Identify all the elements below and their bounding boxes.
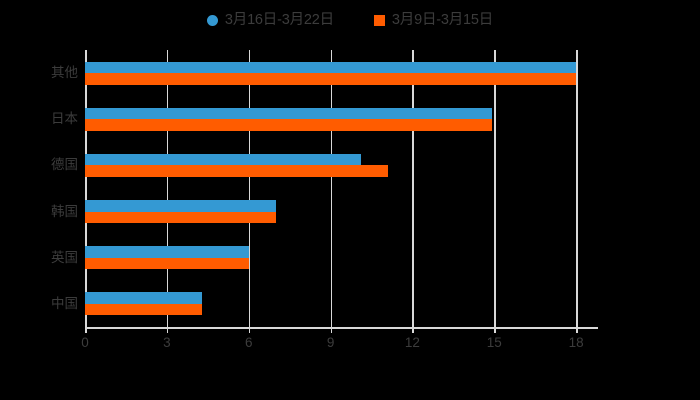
bar-2[interactable] [85, 73, 577, 85]
bar-1[interactable] [85, 246, 249, 258]
square-marker-icon [373, 14, 385, 26]
x-tick-mark [248, 327, 251, 333]
bar-group [85, 235, 598, 281]
bar-2[interactable] [85, 303, 203, 316]
legend-item-series-2[interactable]: 3月9日-3月15日 [373, 11, 494, 28]
x-tick-label: 6 [244, 335, 253, 350]
bar-2[interactable] [85, 257, 249, 270]
x-tick-mark [330, 327, 333, 333]
x-tick-label: 3 [163, 335, 171, 350]
bar-1[interactable] [85, 200, 276, 212]
circle-marker-icon [206, 14, 218, 26]
bar-group [85, 189, 598, 235]
bar-1[interactable] [85, 61, 577, 74]
x-tick-mark [494, 327, 496, 333]
bar-2[interactable] [85, 165, 388, 177]
bar-group [85, 142, 598, 188]
legend-item-series-1[interactable]: 3月16日-3月22日 [206, 11, 334, 28]
legend-label-series-1: 3月16日-3月22日 [224, 11, 334, 28]
bar-group [85, 281, 598, 327]
gridline-6 [248, 50, 251, 327]
gridline-15 [494, 50, 496, 327]
x-tick-label: 18 [568, 335, 584, 350]
x-tick-label: 15 [486, 335, 502, 350]
x-tick-label: 0 [81, 335, 89, 350]
bar-group [85, 96, 598, 142]
gridline-12 [412, 50, 414, 327]
bar-group [85, 50, 598, 96]
bar-2[interactable] [85, 211, 276, 224]
x-tick-label: 12 [404, 335, 420, 350]
x-axis-ticks: 0 3 6 9 12 15 18 [81, 327, 598, 357]
x-tick-mark [85, 327, 87, 333]
bar-1[interactable] [85, 107, 492, 120]
y-axis-label: 德国 [51, 157, 78, 173]
gridline-9 [330, 50, 333, 327]
y-axis-label: 日本 [51, 111, 78, 127]
x-tick-mark [412, 327, 414, 333]
x-axis-line [85, 327, 598, 329]
x-tick-mark [166, 327, 169, 333]
legend-label-series-2: 3月9日-3月15日 [391, 11, 494, 28]
gridline-18 [576, 50, 578, 327]
y-axis-labels: 其他日本德国韩国英国中国 [0, 50, 78, 327]
plot-area [85, 50, 598, 327]
x-tick-label: 9 [326, 335, 335, 350]
y-axis-line [85, 50, 87, 327]
y-axis-label: 其他 [51, 65, 78, 81]
x-tick-mark [576, 327, 578, 333]
chart-legend: 3月16日-3月22日 3月9日-3月15日 [0, 8, 700, 32]
y-axis-label: 韩国 [51, 203, 78, 219]
bar-1[interactable] [85, 153, 361, 166]
bar-1[interactable] [85, 292, 203, 304]
y-axis-label: 中国 [51, 295, 78, 311]
bar-2[interactable] [85, 119, 492, 131]
gridline-3 [166, 50, 169, 327]
bar-rows [85, 50, 598, 327]
y-axis-label: 英国 [51, 249, 78, 265]
